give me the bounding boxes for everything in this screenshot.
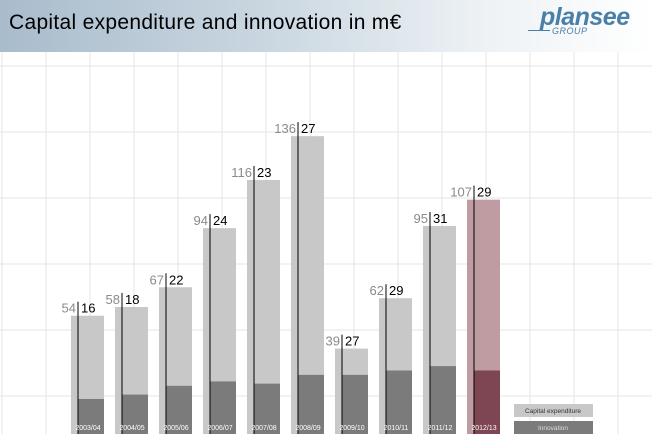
innovation-value-label: 27: [301, 121, 315, 136]
innovation-bar: [122, 394, 148, 434]
innovation-value-label: 29: [477, 185, 491, 200]
capex-value-label: 58: [106, 292, 120, 307]
innovation-value-label: 16: [81, 301, 95, 316]
capex-value-label: 95: [414, 211, 428, 226]
legend-label-innovation: Innovation: [538, 425, 568, 432]
capex-value-label: 94: [194, 213, 208, 228]
logo-wordmark: plansee: [540, 3, 630, 31]
category-tick-label: 2006/07: [207, 425, 232, 432]
innovation-bar: [430, 366, 456, 434]
innovation-bar: [474, 370, 500, 434]
innovation-value-label: 27: [345, 334, 359, 349]
category-tick-label: 2011/12: [428, 425, 453, 432]
capex-value-label: 107: [450, 185, 472, 200]
logo-group-text: GROUP: [552, 26, 588, 36]
legend-swatch-innovation: [514, 421, 593, 434]
capex-value-label: 62: [370, 283, 384, 298]
category-tick-label: 2004/05: [119, 425, 144, 432]
innovation-value-label: 31: [433, 211, 447, 226]
category-tick-label: 2007/08: [251, 425, 276, 432]
innovation-value-label: 24: [213, 213, 227, 228]
category-tick-label: 2012/13: [471, 425, 496, 432]
capex-value-label: 39: [326, 334, 340, 349]
innovation-bar: [78, 398, 104, 434]
innovation-value-label: 22: [169, 272, 183, 287]
innovation-bar: [342, 374, 368, 434]
category-tick-label: 2003/04: [75, 425, 100, 432]
capex-value-label: 136: [274, 121, 296, 136]
innovation-bar: [254, 383, 280, 434]
innovation-bar: [210, 381, 236, 434]
innovation-bar: [166, 385, 192, 434]
innovation-bar: [386, 370, 412, 434]
category-tick-label: 2008/09: [295, 425, 320, 432]
innovation-value-label: 23: [257, 165, 271, 180]
plansee-logo: plansee GROUP: [528, 3, 648, 43]
category-tick-label: 2010/11: [384, 425, 409, 432]
category-tick-label: 2005/06: [163, 425, 188, 432]
category-tick-label: 2009/10: [339, 425, 364, 432]
innovation-value-label: 18: [125, 292, 139, 307]
header-bar: Capital expenditure and innovation in m€…: [0, 0, 652, 52]
capex-value-label: 54: [62, 301, 76, 316]
logo-rule: [528, 30, 550, 31]
capex-value-label: 67: [150, 272, 164, 287]
capex-innovation-chart: 54 16 2003/04 58 18 2004/05 67 22 2005/06 94 24 200…: [0, 52, 652, 434]
innovation-bar: [298, 374, 324, 434]
innovation-value-label: 29: [389, 283, 403, 298]
capex-value-label: 116: [231, 165, 252, 180]
legend-swatch-capex: [514, 404, 593, 417]
legend-label-capex: Capital expenditure: [525, 408, 581, 415]
page-title: Capital expenditure and innovation in m€: [9, 11, 402, 34]
